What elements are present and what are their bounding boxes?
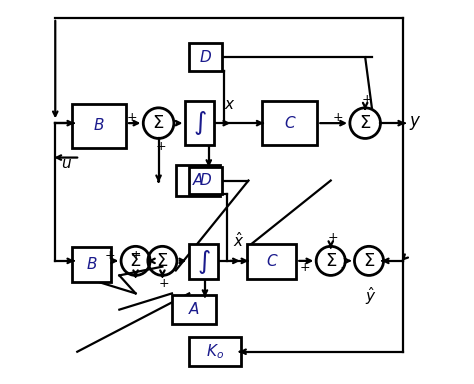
Text: B: B [94,119,104,134]
Bar [189,167,222,194]
Bar [262,101,318,145]
Text: $\Sigma$: $\Sigma$ [359,114,371,132]
Text: C: C [284,116,295,131]
Text: +: + [131,248,142,262]
Text: +: + [328,232,338,244]
Text: $\hat{x}$: $\hat{x}$ [233,231,245,250]
Text: +: + [159,277,170,290]
Text: B: B [86,257,97,272]
Text: $\int$: $\int$ [193,109,207,137]
Text: $\Sigma$: $\Sigma$ [153,114,164,132]
Bar [176,165,220,196]
Text: -: - [341,261,345,274]
Text: +: + [362,93,373,106]
Text: $\int$: $\int$ [197,248,210,276]
Text: A: A [192,173,203,188]
Text: A: A [189,302,199,317]
Text: $y$: $y$ [409,114,422,132]
Text: D: D [200,50,211,65]
Text: $u$: $u$ [61,156,72,171]
Bar [189,43,222,71]
Text: +: + [104,248,115,262]
Bar [172,295,216,324]
Text: $\Sigma$: $\Sigma$ [325,252,337,270]
Text: $\hat{y}$: $\hat{y}$ [365,285,377,307]
Text: +: + [333,111,344,124]
Text: D: D [200,173,211,188]
Text: C: C [266,254,277,269]
Bar [246,245,296,279]
Bar [73,247,111,282]
Text: $x$: $x$ [224,98,235,113]
Text: $\Sigma$: $\Sigma$ [129,252,142,270]
Text: +: + [300,261,310,274]
Text: +: + [155,140,166,153]
Bar [189,338,241,366]
Bar [73,104,126,148]
Bar [185,101,214,145]
Text: $\Sigma$: $\Sigma$ [363,252,375,270]
Text: +: + [127,111,137,124]
Text: $K_o$: $K_o$ [206,343,224,361]
Bar [189,245,218,279]
Text: $\Sigma$: $\Sigma$ [156,252,169,270]
